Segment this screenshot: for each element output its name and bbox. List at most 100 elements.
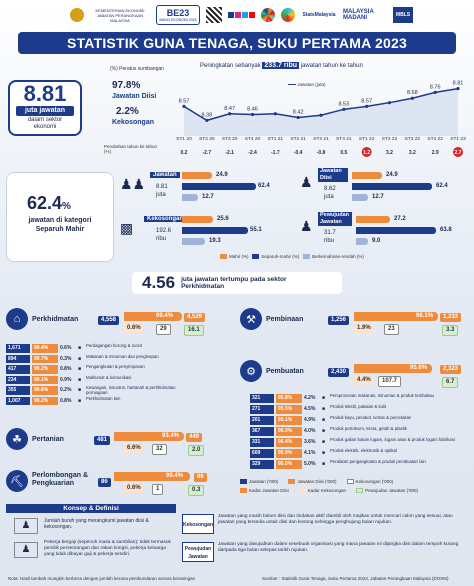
bar-pewujudan-rendah (356, 238, 368, 245)
factory-icon: ⚙ (240, 360, 262, 382)
breakdown-category-icon: ■ (322, 428, 326, 434)
breakdown-jobs: 321 (250, 394, 274, 403)
breakdown-vacant-rate: 0.8% (60, 366, 72, 372)
skill-created-unit: ribu (324, 238, 335, 244)
breakdown-label: Perkhidmatan lain (86, 395, 121, 401)
legend-vacant: Kekosongan ('000) (346, 478, 393, 485)
sector-legend: Jawatan ('000) Jawatan Diisi ('000) Keko… (240, 478, 470, 504)
trend-quarter-label: ST4 22 (427, 136, 443, 142)
skill-pewujudan: ♟ Pewujudan Jawatan 31.7 ribu 27.2 63.8 … (300, 212, 470, 254)
filled-jobs-icon: ♟ (300, 174, 313, 190)
breakdown-jobs: 331 (250, 438, 274, 447)
breakdown-category-icon: ■ (78, 387, 82, 393)
skill-legend: Mahir (%) Separuh-mahir (%) Berkemahiran… (220, 254, 364, 260)
breakdown-category-icon: ■ (322, 395, 326, 401)
bar-kekosongan-rendah-value: 19.3 (209, 238, 221, 244)
sector-pembinaan-r2: 3.3 (442, 325, 459, 336)
skill-vacant-value: 192.6 (156, 228, 172, 234)
sector-perkhidmatan-filled-bar (124, 312, 182, 321)
trend-quarter-label: ST3 20 (222, 136, 238, 142)
breakdown-label: Produk kayu, perabot, kertas & percetaka… (330, 415, 412, 420)
skill-filled-value-group: 8.81 juta (156, 183, 168, 199)
bar-diisi-separuh (352, 183, 432, 190)
sector-pertanian-filled-bar (114, 432, 184, 441)
skill-jawatan: ♟♟ Jawatan 8.81 juta 24.9 62.4 12.7 (120, 168, 280, 210)
trend-quarter-label: ST1 20 (176, 136, 192, 142)
trend-change-label: -2.1 (225, 150, 234, 156)
trend-change-label: 0.5 (340, 150, 347, 156)
trend-value-label: 8.47 (224, 106, 235, 112)
breakdown-filled-rate: 99.2% (32, 396, 58, 405)
trend-quarter-label: ST1 22 (359, 136, 375, 142)
sector-perkhidmatan-name: Perkhidmatan (32, 316, 79, 323)
trend-value-label: 8.53 (338, 101, 349, 107)
trend-change-label: 2.9 (432, 150, 439, 156)
bar-diisi-mahir (352, 172, 382, 179)
breakdown-jobs: 271 (250, 405, 274, 414)
bar-kekosongan-rendah (182, 238, 205, 245)
bar-kekosongan-mahir-value: 25.6 (217, 216, 229, 222)
breakdown-filled-rate: 99.4% (32, 344, 58, 353)
trend-point (250, 112, 255, 117)
concepts-title: Konsep & Definisi (6, 504, 176, 513)
sector-pembuatan: ⚙ Pembuatan 2,430 95.6% 2,323 4.4% 107.7… (240, 356, 470, 392)
breakdown-label: Peralatan pengangkutan & produk pembuata… (330, 459, 426, 464)
breakdown-category-icon: ■ (322, 417, 326, 423)
breakdown-jobs: 234 (6, 375, 30, 384)
bar-pewujudan-separuh-value: 63.8 (440, 227, 452, 233)
sector-perkhidmatan-vacant: 4,529 (184, 313, 206, 322)
breakdown-vacant-rate: 0.2% (60, 387, 72, 393)
mining-icon: ⛏ (6, 470, 28, 492)
filled-label: Jawatan Diisi (112, 93, 157, 100)
trend-quarter-label: ST3 21 (313, 136, 329, 142)
breakdown-label: Pengangkutan & penyimpanan (86, 364, 145, 369)
trend-caption-value: 233.7 ribu (262, 62, 300, 69)
bar-jawatan-rendah-value: 12.7 (202, 194, 214, 200)
breakdown-row: 609 95.9% 4.1% ■ Produk elektrik, elektronik… (244, 448, 470, 459)
breakdown-category-icon: ■ (322, 461, 326, 467)
sector-pembinaan-name: Pembinaan (266, 316, 304, 323)
concepts-filled-icon: ♟ (14, 542, 38, 558)
trend-point (205, 118, 209, 122)
trend-value-label: 8.46 (247, 106, 258, 112)
sector-perlombongan-vacant-pct: 0.6% (124, 484, 144, 493)
trend-quarter-label: ST2 20 (199, 136, 215, 142)
trend-change-label: 0.2 (181, 150, 188, 156)
bar-kekosongan-separuh-value: 55.1 (250, 227, 262, 233)
skill-created-value: 31.7 (324, 230, 336, 236)
sector-pembuatan-vacant: 2,323 (440, 365, 462, 374)
page-title: STATISTIK GUNA TENAGA, SUKU PERTAMA 2023 (18, 32, 456, 54)
services-breakdown: 1,671 99.4% 0.6% ■ Perdagangan borong & runc… (0, 343, 200, 408)
bar-pewujudan-mahir (356, 216, 390, 223)
ministry-label: KEMENTERIAN EKONOMI JABATAN PERANGKAAN M… (95, 7, 145, 23)
sector-perlombongan-filled: 99.4% (166, 473, 184, 479)
breakdown-row: 234 99.1% 0.9% ■ Maklumat & komunikasi (0, 375, 200, 386)
skill-kekosongan: ▩ Kekosongan 192.6 ribu 25.6 55.1 19.3 (120, 212, 280, 254)
bar-diisi-rendah (352, 194, 368, 201)
sector-pembuatan-vacant-pct: 4.4% (354, 376, 374, 385)
building-icon: ⌂ (6, 308, 28, 330)
trend-change-label: -0.4 (294, 150, 303, 156)
sector-pembinaan-vacant: 1,233 (440, 313, 462, 322)
bes-logo: BE23 BANCI EKONOMI 2023 (156, 5, 200, 25)
sector-pertanian-vacant-pct: 6.6% (124, 444, 144, 453)
breakdown-jobs: 1,007 (6, 396, 30, 405)
sector-pertanian-name: Pertanian (32, 436, 64, 443)
sector-pertanian-r2: 2.0 (188, 445, 205, 456)
bar-kekosongan-mahir (182, 216, 213, 223)
trend-point (433, 90, 437, 94)
trend-point (228, 112, 232, 116)
trend-quarter-label: ST4 20 (245, 136, 261, 142)
breakdown-row: 894 99.7% 0.3% ■ Makanan & minuman dan pengi… (0, 354, 200, 365)
trend-quarter-label: ST3 22 (405, 136, 421, 142)
trend-legend: Jawatan (juta) (288, 82, 326, 87)
breakdown-row: 1,007 99.2% 0.8% ■ Perkhidmatan lain (0, 395, 200, 407)
breakdown-vacant-rate: 4.9% (304, 417, 316, 423)
trend-value-label: 8.57 (179, 98, 190, 104)
sector-pertanian-jobs: 481 (94, 436, 111, 445)
trend-quarter-label: ST1 23 (450, 136, 466, 142)
trend-quarter-label: ST1 21 (268, 136, 284, 142)
legend-jobs: Jawatan ('000) (240, 478, 278, 485)
concepts-section: Konsep & Definisi ♟ Jumlah buruh yang me… (6, 504, 470, 574)
